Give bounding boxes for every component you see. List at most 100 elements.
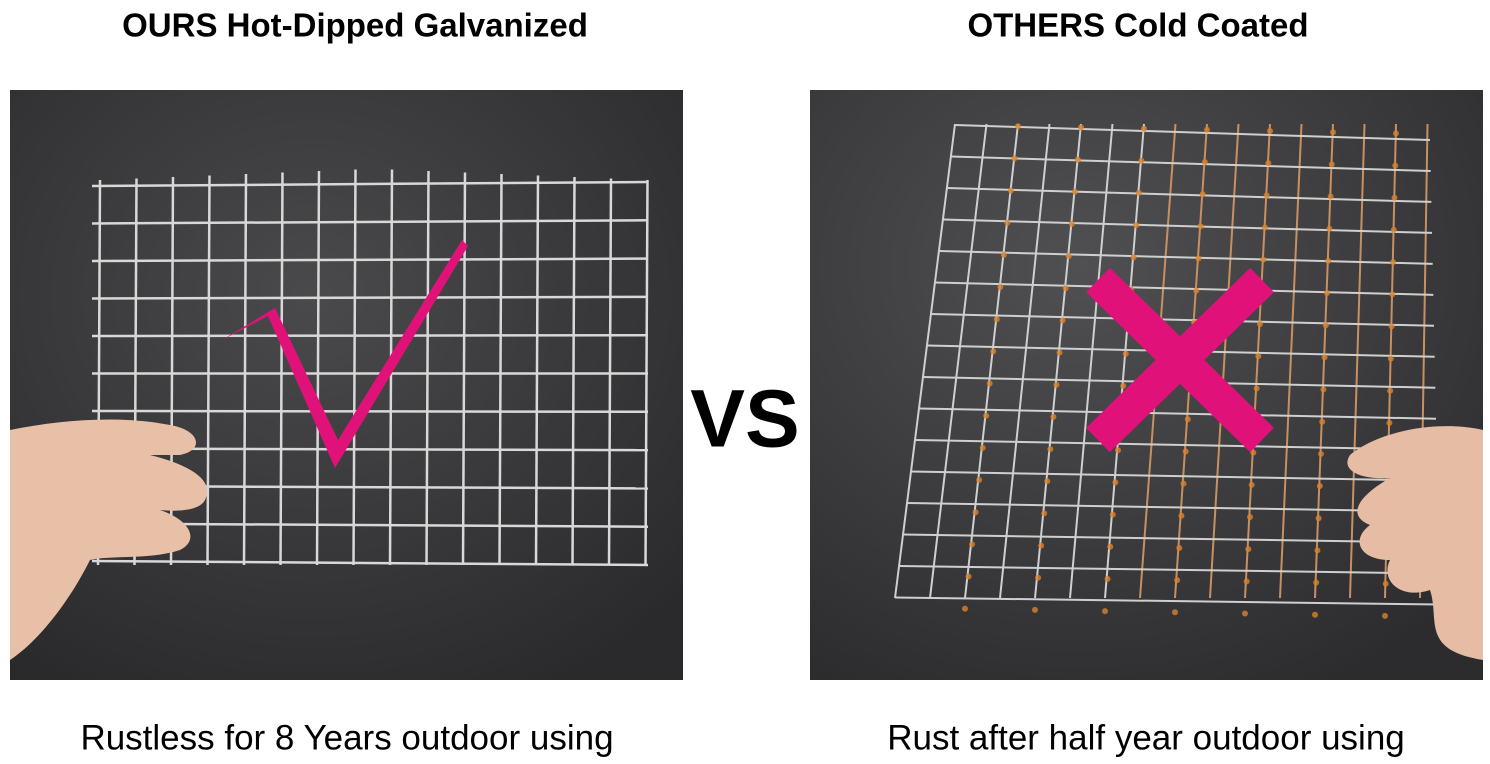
rust-spot — [1120, 382, 1127, 389]
rust-spot — [1102, 608, 1108, 615]
wire — [91, 409, 649, 414]
rust-spot — [1325, 257, 1332, 264]
wire — [910, 470, 1438, 482]
rust-spot — [1322, 322, 1329, 329]
rust-spot — [1004, 219, 1011, 226]
wire — [279, 172, 284, 566]
rust-spot — [969, 541, 976, 548]
rust-spot — [1174, 577, 1181, 584]
rust-spot — [1065, 253, 1072, 260]
rust-spot — [1135, 189, 1142, 196]
rust-spot — [1141, 125, 1147, 132]
rust-spot — [1263, 192, 1270, 199]
left-hand — [10, 419, 208, 660]
wire — [914, 439, 1437, 451]
rust-spot — [1392, 162, 1399, 169]
rust-spot — [1243, 578, 1250, 585]
rust-spot — [1130, 254, 1137, 261]
wire — [938, 250, 1433, 265]
rust-spot — [1195, 255, 1202, 262]
wire — [91, 257, 649, 263]
rust-spot — [1172, 609, 1178, 616]
rust-spot — [1078, 124, 1084, 131]
rust-spot — [1112, 479, 1119, 486]
rust-spot — [1315, 515, 1322, 522]
rust-spot — [1248, 481, 1255, 488]
wire — [1034, 123, 1082, 599]
wire — [1104, 123, 1145, 599]
rust-spot — [1382, 612, 1388, 619]
wire — [534, 175, 540, 566]
rust-spot — [1044, 478, 1051, 485]
rust-spot — [979, 444, 986, 451]
left-caption: Rustless for 8 Years outdoor using — [80, 718, 613, 757]
rust-spot — [1204, 126, 1210, 133]
rust-spot — [976, 477, 983, 484]
rust-spot — [990, 348, 997, 355]
rust-spot — [1007, 187, 1014, 194]
rust-spot — [1201, 158, 1208, 165]
wire — [918, 407, 1437, 420]
rust-spot — [1000, 251, 1007, 258]
rust-spot — [1197, 223, 1204, 230]
rust-spot — [1071, 188, 1078, 195]
rust-spot — [1318, 450, 1324, 457]
rust-spot — [1327, 193, 1334, 200]
wire — [461, 172, 467, 566]
wire — [894, 123, 956, 599]
rust-spot — [1193, 287, 1200, 294]
rust-spot — [1324, 290, 1330, 297]
cross-stroke — [1086, 267, 1274, 453]
rust-spot — [1393, 130, 1399, 137]
wire — [571, 176, 576, 566]
rust-spot — [1260, 256, 1267, 263]
wire — [91, 522, 649, 528]
right-caption: Rust after half year outdoor using — [887, 718, 1405, 757]
left-photo — [10, 90, 683, 680]
rust-spot — [1387, 387, 1394, 394]
rust-spot — [1184, 416, 1191, 423]
wire — [1279, 123, 1303, 599]
rust-spot — [1038, 542, 1045, 549]
rust-spot — [1391, 194, 1398, 201]
rust-spot — [1382, 580, 1389, 587]
rust-spot — [1253, 385, 1260, 392]
rust-spot — [1032, 606, 1038, 613]
wire — [242, 173, 248, 566]
rust-spot — [1107, 543, 1114, 550]
rust-spot — [983, 412, 990, 419]
rust-spot — [962, 605, 968, 612]
wire — [898, 565, 1440, 575]
rust-spot — [1059, 317, 1066, 324]
rust-spot — [1068, 220, 1075, 227]
rust-spot — [1320, 386, 1327, 393]
wire — [930, 313, 1435, 327]
right-hand — [1347, 426, 1483, 660]
wire — [964, 123, 1019, 599]
wire — [902, 533, 1439, 544]
wire — [929, 123, 988, 599]
rust-spot — [1062, 285, 1069, 292]
rust-spot — [1074, 156, 1081, 163]
vs-label: VS — [690, 374, 799, 465]
wire — [942, 218, 1433, 234]
wire — [894, 596, 1441, 606]
rust-spot — [1326, 225, 1333, 232]
rust-spot — [1247, 514, 1253, 520]
rust-spot — [1041, 510, 1048, 517]
rust-spot — [1330, 129, 1336, 136]
rust-spot — [1250, 449, 1257, 456]
rust-spot — [1313, 579, 1320, 586]
left-title: OURS Hot-Dipped Galvanized — [122, 7, 588, 44]
rust-spot — [1265, 160, 1272, 167]
rust-spot — [1133, 222, 1140, 229]
wire — [91, 559, 649, 567]
rust-spot — [1257, 321, 1263, 327]
wire — [206, 175, 211, 566]
rust-spot — [1104, 575, 1111, 582]
rust-spot — [1388, 323, 1395, 330]
cross-mark — [1086, 267, 1274, 453]
wire — [498, 173, 503, 566]
rust-spot — [1387, 355, 1394, 362]
photo-background — [10, 90, 683, 680]
